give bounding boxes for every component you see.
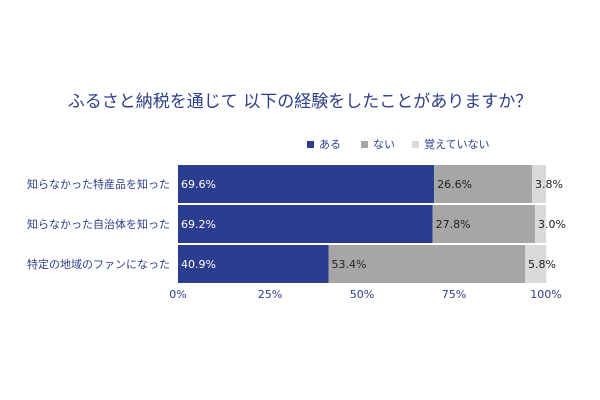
value-label-1-1: 27.8% <box>436 218 471 231</box>
bar-0-1 <box>434 165 533 203</box>
value-label-2-0: 40.9% <box>181 258 216 271</box>
chart-title: ふるさと納税を通じて 以下の経験をしたことがありますか？ <box>68 92 532 112</box>
bar-0-0 <box>178 165 435 203</box>
value-label-0-0: 69.6% <box>181 178 216 191</box>
value-label-1-0: 69.2% <box>181 218 216 231</box>
category-label-2: 特定の地域のファンになった <box>27 257 170 271</box>
bar-0-2 <box>532 165 546 203</box>
x-tick-label-2: 50% <box>350 288 374 301</box>
value-label-0-2: 3.8% <box>535 178 563 191</box>
legend-label-0: ある <box>319 138 341 151</box>
bar-2-0 <box>178 245 329 283</box>
x-tick-label-1: 25% <box>258 288 282 301</box>
category-label-1: 知らなかった自治体を知った <box>27 217 170 231</box>
legend-swatch-1 <box>361 141 368 148</box>
bar-2-1 <box>328 245 526 283</box>
legend-swatch-0 <box>307 141 314 148</box>
chart-legend: ある ない 覚えていない <box>307 138 489 151</box>
legend-swatch-2 <box>412 141 419 148</box>
x-tick-label-4: 100% <box>530 288 561 301</box>
category-label-0: 知らなかった特産品を知った <box>27 177 170 191</box>
bars-group: 知らなかった特産品を知った 69.6% 26.6% 3.8% 知らなかった自治体を知った… <box>27 165 566 283</box>
bar-1-0 <box>178 205 433 243</box>
legend-label-1: ない <box>373 138 395 151</box>
value-label-2-1: 53.4% <box>332 258 367 271</box>
value-label-0-1: 26.6% <box>437 178 472 191</box>
x-axis: 0% 25% 50% 75% 100% <box>169 288 561 301</box>
bar-1-2 <box>534 205 546 243</box>
value-label-1-2: 3.0% <box>538 218 566 231</box>
legend-label-2: 覚えていない <box>424 138 489 151</box>
x-tick-label-3: 75% <box>442 288 466 301</box>
value-label-2-2: 5.8% <box>528 258 556 271</box>
bar-2-2 <box>525 245 547 283</box>
bar-1-1 <box>432 205 535 243</box>
x-tick-label-0: 0% <box>169 288 186 301</box>
